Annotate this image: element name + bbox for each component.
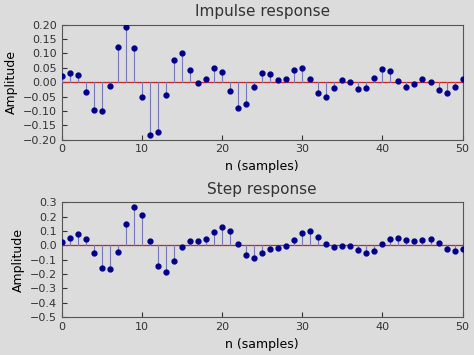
Y-axis label: Amplitude: Amplitude (11, 228, 25, 292)
Title: Impulse response: Impulse response (195, 5, 330, 20)
Title: Step response: Step response (208, 182, 317, 197)
X-axis label: n (samples): n (samples) (226, 160, 299, 173)
X-axis label: n (samples): n (samples) (226, 338, 299, 350)
Y-axis label: Amplitude: Amplitude (4, 50, 18, 114)
